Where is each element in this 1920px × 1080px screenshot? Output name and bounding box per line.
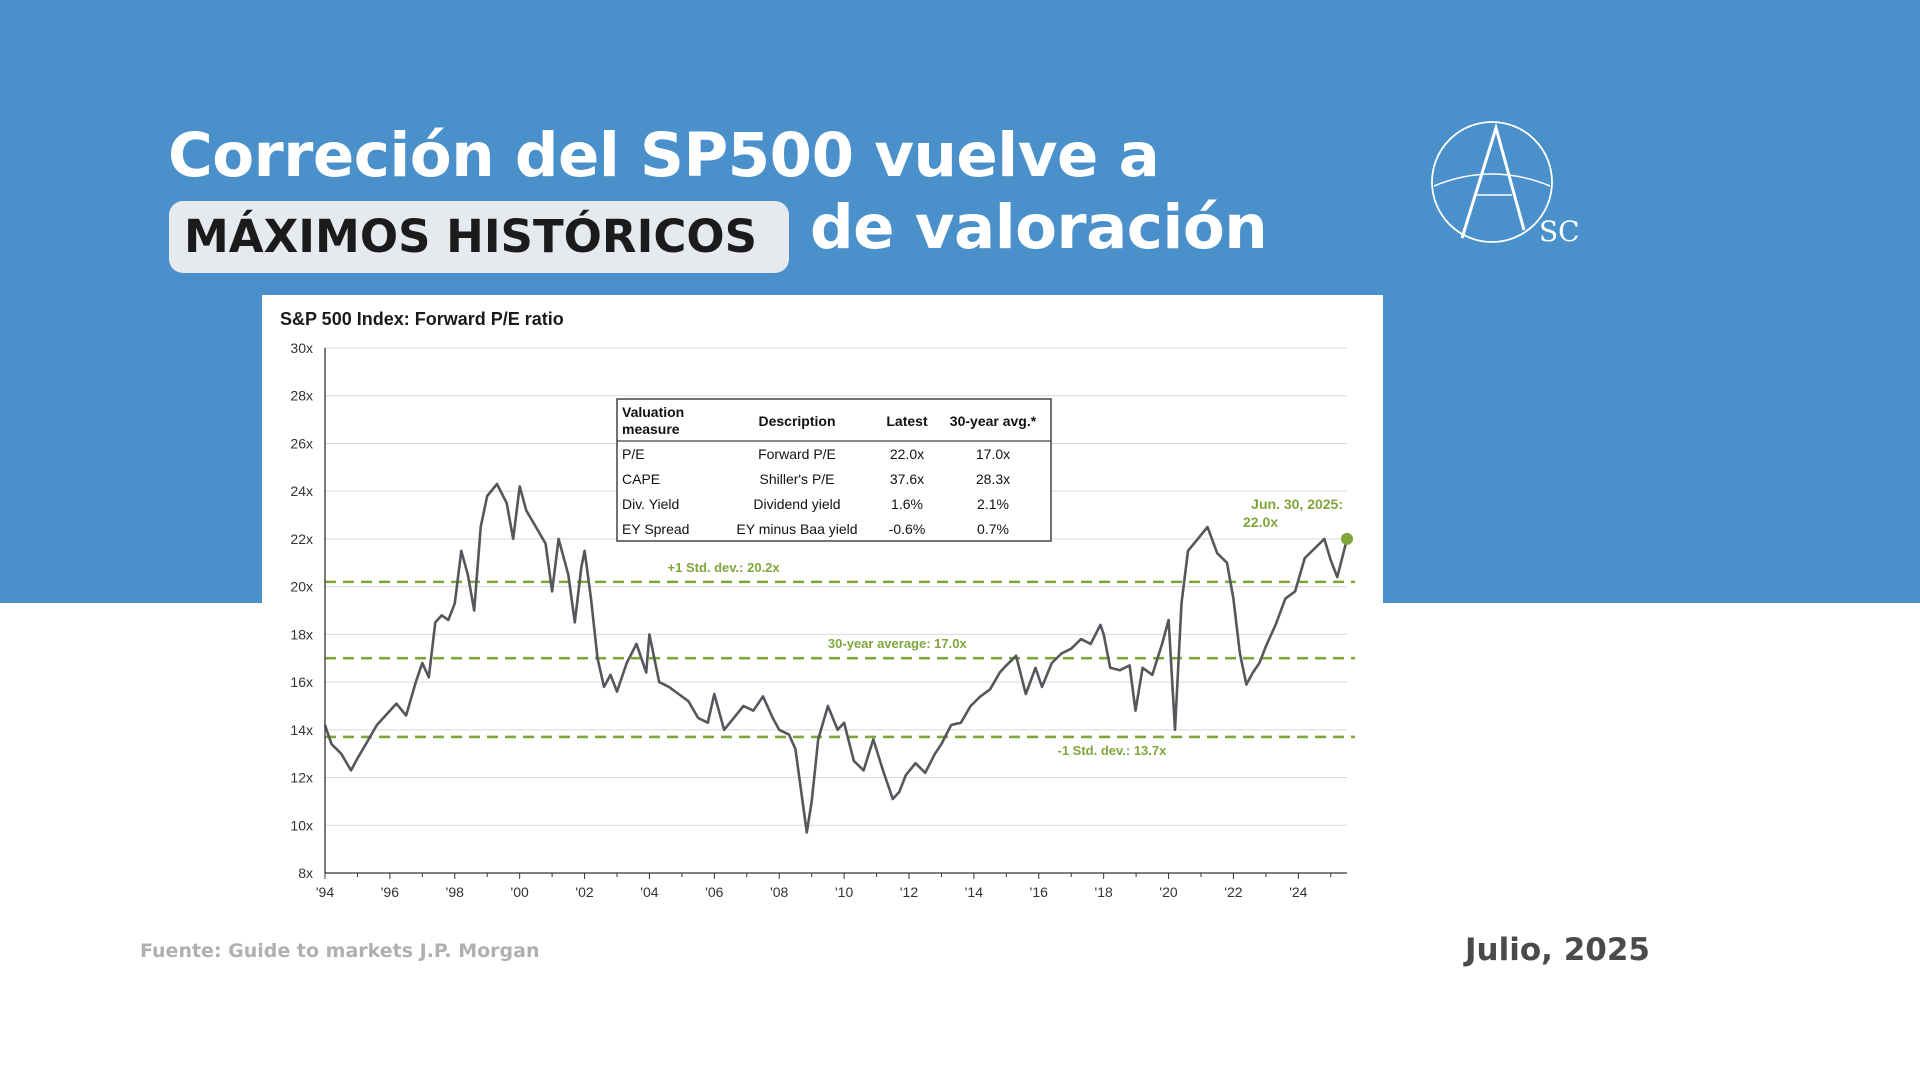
source-note: Fuente: Guide to markets J.P. Morgan (140, 940, 540, 962)
x-tick-label: '14 (965, 884, 983, 900)
table-cell-latest: 22.0x (890, 446, 924, 462)
table-header-description: Description (758, 413, 835, 429)
table-cell-description: Dividend yield (753, 496, 840, 512)
x-tick-label: '18 (1095, 884, 1113, 900)
x-tick-label: '94 (316, 884, 334, 900)
chart-panel: S&P 500 Index: Forward P/E ratio +1 Std.… (262, 295, 1383, 912)
reference-line-label: 30-year average: 17.0x (828, 636, 968, 651)
y-tick-label: 22x (290, 531, 313, 547)
x-tick-label: '08 (770, 884, 788, 900)
table-cell-avg: 17.0x (976, 446, 1010, 462)
logo-text: SC (1539, 215, 1580, 248)
x-tick-label: '22 (1224, 884, 1242, 900)
table-cell-avg: 2.1% (977, 496, 1009, 512)
latest-point-marker (1341, 532, 1353, 545)
table-header-avg: 30-year avg.* (950, 413, 1037, 429)
y-tick-label: 14x (290, 722, 313, 738)
y-tick-label: 20x (290, 579, 313, 595)
title-highlight-text: MÁXIMOS HISTÓRICOS (184, 210, 758, 263)
x-tick-label: '06 (705, 884, 723, 900)
annotation-date: Jun. 30, 2025: (1251, 496, 1343, 512)
x-tick-label: '12 (900, 884, 918, 900)
x-tick-label: '02 (575, 884, 593, 900)
table-header-measure-2: measure (622, 421, 680, 437)
y-tick-label: 18x (290, 626, 313, 642)
valuation-table (616, 398, 1052, 542)
slide-title-line2: de valoración (810, 192, 1268, 263)
table-cell-latest: -0.6% (889, 521, 926, 537)
x-tick-label: '24 (1289, 884, 1307, 900)
table-header-latest: Latest (886, 413, 928, 429)
y-tick-label: 26x (290, 435, 313, 451)
table-cell-latest: 1.6% (891, 496, 923, 512)
chart-title: S&P 500 Index: Forward P/E ratio (280, 309, 564, 329)
report-date: Julio, 2025 (1465, 932, 1651, 968)
table-header-measure: Valuation (622, 404, 684, 420)
table-cell-measure: Div. Yield (622, 496, 679, 512)
y-tick-label: 16x (290, 674, 313, 690)
table-cell-measure: EY Spread (622, 521, 689, 537)
x-tick-label: '00 (511, 884, 529, 900)
pe-ratio-chart: S&P 500 Index: Forward P/E ratio +1 Std.… (280, 309, 1355, 900)
table-cell-description: Forward P/E (758, 446, 836, 462)
pe-series-line (323, 482, 1349, 834)
x-tick-label: '16 (1030, 884, 1048, 900)
y-tick-label: 12x (290, 770, 313, 786)
y-tick-label: 24x (290, 483, 313, 499)
reference-line-label: -1 Std. dev.: 13.7x (1058, 743, 1168, 758)
table-cell-avg: 28.3x (976, 471, 1010, 487)
slide-title-line1: Correción del SP500 vuelve a (168, 120, 1160, 191)
table-cell-description: Shiller's P/E (759, 471, 834, 487)
y-tick-label: 28x (290, 388, 313, 404)
title-highlight-pill: MÁXIMOS HISTÓRICOS (169, 201, 789, 273)
reference-line-label: +1 Std. dev.: 20.2x (668, 560, 781, 575)
x-tick-label: '10 (835, 884, 853, 900)
table-cell-latest: 37.6x (890, 471, 924, 487)
x-tick-label: '04 (640, 884, 658, 900)
y-tick-label: 30x (290, 340, 313, 356)
table-cell-avg: 0.7% (977, 521, 1009, 537)
annotation-value: 22.0x (1243, 514, 1278, 530)
x-tick-label: '96 (381, 884, 399, 900)
company-logo: SC (1431, 121, 1580, 248)
table-cell-measure: CAPE (622, 471, 660, 487)
table-cell-measure: P/E (622, 446, 645, 462)
y-tick-label: 10x (290, 817, 313, 833)
y-tick-label: 8x (298, 865, 313, 881)
x-tick-label: '98 (446, 884, 464, 900)
x-tick-label: '20 (1159, 884, 1177, 900)
table-cell-description: EY minus Baa yield (736, 521, 857, 537)
